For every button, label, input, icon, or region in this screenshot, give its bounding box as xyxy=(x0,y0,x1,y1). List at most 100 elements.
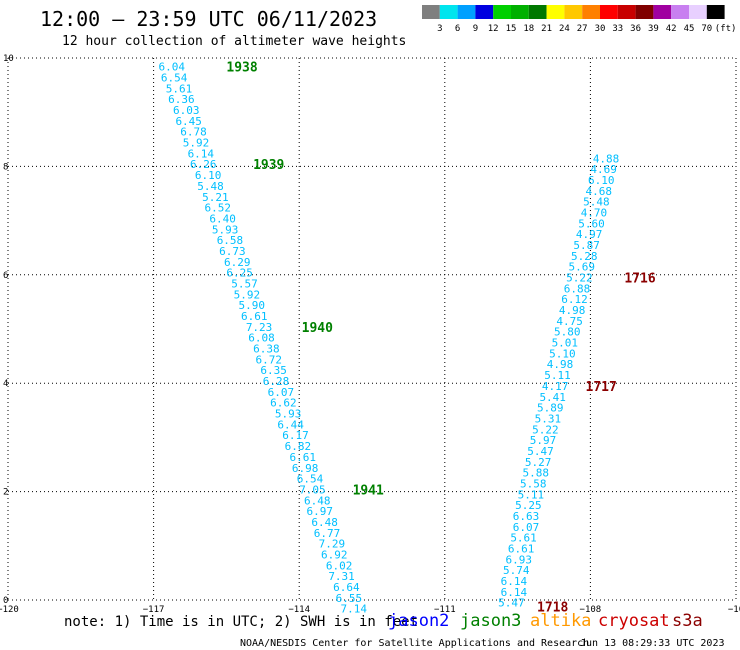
wave-height-point: 6.61 xyxy=(241,310,268,323)
wave-height-point: 5.22 xyxy=(566,272,593,285)
wave-height-point: 6.14 xyxy=(501,575,528,588)
wave-height-point: 5.97 xyxy=(530,434,557,447)
wave-height-point: 6.64 xyxy=(333,581,360,594)
x-tick-label: −10 xyxy=(728,605,740,615)
wave-height-point: 6.93 xyxy=(505,553,532,566)
wave-height-point: 6.61 xyxy=(289,451,316,464)
color-scale-label: 70 xyxy=(701,24,712,34)
x-tick-label: −114 xyxy=(288,605,310,615)
wave-height-point: 4.68 xyxy=(586,185,613,198)
wave-height-point: 5.74 xyxy=(503,564,530,577)
wave-height-point: 6.36 xyxy=(168,93,195,106)
satellite-legend-jason2: jason2 xyxy=(388,611,449,631)
wave-height-point: 6.17 xyxy=(282,429,309,442)
x-tick-label: −120 xyxy=(0,605,19,615)
wave-height-point: 5.80 xyxy=(554,326,581,339)
wave-height-point: 6.12 xyxy=(561,293,588,306)
wave-height-point: 5.01 xyxy=(552,337,579,350)
wave-height-point: 6.62 xyxy=(270,397,297,410)
wave-height-point: 6.97 xyxy=(306,505,333,518)
pass-number-label: 1718 xyxy=(537,601,568,616)
wave-height-point: 6.55 xyxy=(336,592,363,605)
wave-height-point: 7.23 xyxy=(246,321,273,334)
y-tick-label: 8 xyxy=(3,162,8,172)
wave-height-point: 6.54 xyxy=(297,473,324,486)
grid xyxy=(7,57,737,601)
satellite-legend-altika: altika xyxy=(530,611,591,631)
wave-height-point: 5.48 xyxy=(583,196,610,209)
wave-height-point: 6.73 xyxy=(219,245,246,258)
wave-height-point: 5.93 xyxy=(212,223,239,236)
satellite-legend-s3a: s3a xyxy=(672,611,703,631)
axis-ticks: −120 −117 −114 −111 −108 −10 0 2 4 6 8 10 xyxy=(0,54,740,615)
wave-height-point: 5.47 xyxy=(498,597,524,610)
wave-height-point: 6.48 xyxy=(311,516,338,529)
pass-number-label: 1940 xyxy=(302,321,333,336)
color-swatch xyxy=(528,5,547,19)
wave-height-point: 5.11 xyxy=(544,369,571,382)
pass-number-label: 1716 xyxy=(624,272,655,287)
color-swatch xyxy=(493,5,511,19)
wave-height-point: 6.58 xyxy=(217,234,244,247)
wave-height-point: 5.27 xyxy=(525,456,552,469)
wave-height-point: 6.78 xyxy=(180,126,207,139)
wave-height-point: 5.88 xyxy=(522,467,549,480)
wave-height-point: 6.28 xyxy=(263,375,290,388)
color-swatch xyxy=(617,5,636,19)
color-swatch xyxy=(653,5,672,19)
color-swatch xyxy=(635,5,654,19)
footer-note: note: 1) Time is in UTC; 2) SWH is in fe… xyxy=(64,614,418,630)
color-swatch xyxy=(511,5,529,19)
wave-height-point: 6.25 xyxy=(226,267,253,280)
wave-height-point: 6.61 xyxy=(508,543,534,556)
chart-subtitle: 12 hour collection of altimeter wave hei… xyxy=(62,34,406,49)
wave-height-point: 6.92 xyxy=(321,548,348,561)
color-scale-legend: 3 6 9 12 15 18 21 24 27 30 33 36 39 42 45 70 (ft) xyxy=(422,5,736,34)
color-swatch xyxy=(600,5,618,19)
wave-height-point: 5.47 xyxy=(527,445,554,458)
wave-height-point: 5.22 xyxy=(532,423,559,436)
color-scale-label: 45 xyxy=(684,24,695,34)
color-scale-label: 21 xyxy=(541,24,552,34)
satellite-legend-cryosat: cryosat xyxy=(598,611,670,631)
color-scale-label: 24 xyxy=(559,24,570,34)
color-scale-label: 27 xyxy=(577,24,588,34)
color-scale-label: 30 xyxy=(595,24,606,34)
y-tick-label: 6 xyxy=(3,271,8,281)
wave-height-point: 5.10 xyxy=(549,347,576,360)
wave-height-point: 5.89 xyxy=(537,402,564,415)
pass-number-label: 1939 xyxy=(253,158,284,173)
color-scale-label: 18 xyxy=(523,24,534,34)
wave-height-point: 5.58 xyxy=(520,477,547,490)
satellite-legend: jason2 jason3 altika cryosat s3a xyxy=(388,611,703,631)
wave-height-point: 6.77 xyxy=(314,527,341,540)
wave-height-point: 5.25 xyxy=(515,499,542,512)
wave-height-point: 6.63 xyxy=(513,510,540,523)
x-tick-label: −117 xyxy=(143,605,165,615)
color-scale-label: 39 xyxy=(648,24,659,34)
color-swatch xyxy=(439,5,458,19)
wave-height-point: 5.60 xyxy=(578,217,605,230)
color-scale-label: 33 xyxy=(612,24,623,34)
wave-height-point: 6.26 xyxy=(190,158,217,171)
wave-height-point: 4.98 xyxy=(559,304,586,317)
wave-height-point: 6.08 xyxy=(248,332,274,345)
pass-number-label: 1938 xyxy=(226,61,257,76)
color-swatch xyxy=(689,5,707,19)
wave-height-point: 5.41 xyxy=(539,391,566,404)
wave-height-point: 5.28 xyxy=(571,250,598,263)
wave-height-point: 5.21 xyxy=(202,191,229,204)
data-points: 6.046.545.616.366.036.456.785.926.146.26… xyxy=(158,61,619,616)
wave-height-point: 4.17 xyxy=(542,380,569,393)
pass-labels: 1938 1939 1940 1941 1718 1717 1716 xyxy=(226,61,655,616)
wave-height-point: 5.69 xyxy=(569,261,596,274)
wave-height-point: 6.35 xyxy=(260,364,287,377)
wave-height-point: 5.93 xyxy=(275,408,302,421)
wave-height-point: 6.48 xyxy=(304,494,331,507)
wave-height-point: 6.29 xyxy=(224,256,251,269)
color-scale-label: 9 xyxy=(473,24,478,34)
wave-height-point: 5.11 xyxy=(518,488,545,501)
wave-height-point: 7.31 xyxy=(328,570,355,583)
wave-height-point: 6.88 xyxy=(564,282,591,295)
